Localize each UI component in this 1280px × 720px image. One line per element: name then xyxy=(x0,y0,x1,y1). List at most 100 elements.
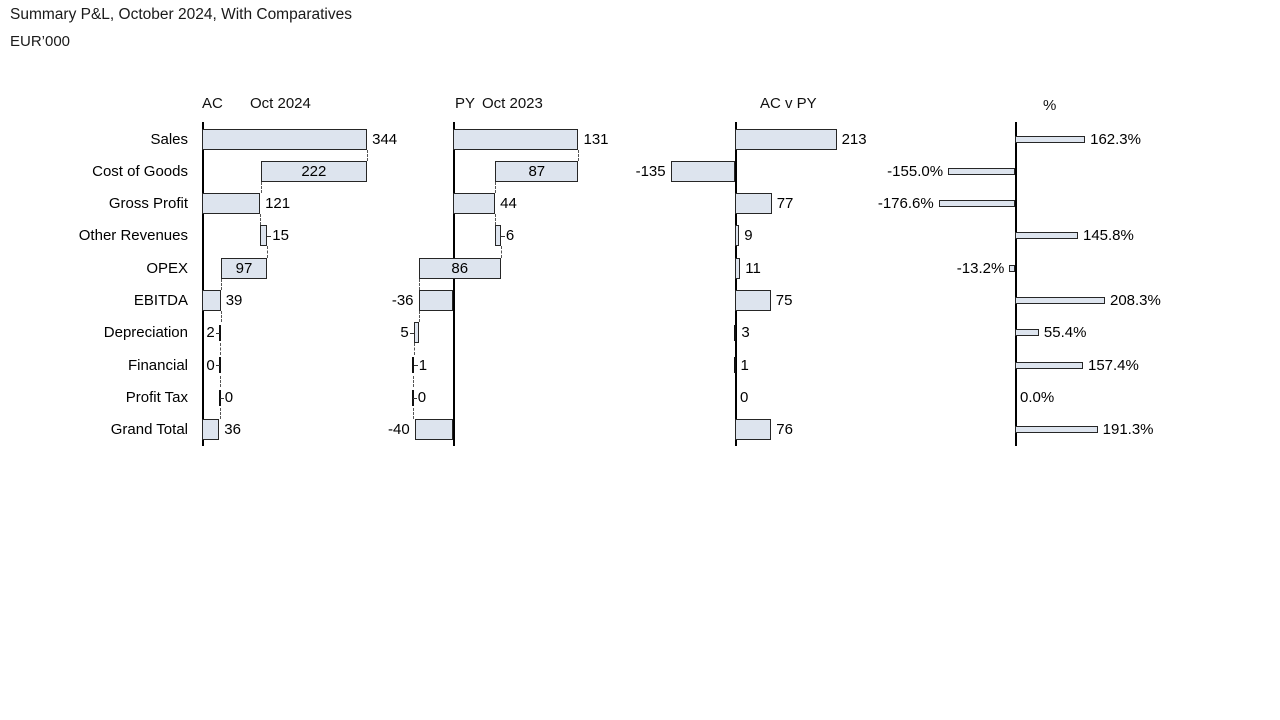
row-label-gross-profit: Gross Profit xyxy=(108,195,188,213)
bar-variance-pct-other-revenues xyxy=(1015,232,1078,240)
panel-header-variance-pct: % xyxy=(1043,97,1057,114)
label-leader xyxy=(219,397,224,399)
value-label-variance-pct-ebitda: 208.3% xyxy=(1109,292,1161,310)
bar-variance-sales xyxy=(735,128,837,150)
waterfall-connector xyxy=(219,343,221,355)
value-label-ac-cost-of-goods: 222 xyxy=(301,162,327,180)
value-label-variance-pct-opex: -13.2% xyxy=(956,259,1005,277)
bar-py-financial xyxy=(411,357,414,374)
bar-py-other-revenues xyxy=(495,225,501,247)
label-leader xyxy=(500,235,505,237)
row-label-opex: OPEX xyxy=(146,259,188,277)
waterfall-connector xyxy=(219,408,221,420)
value-label-py-sales: 131 xyxy=(583,130,609,148)
bar-variance-financial xyxy=(734,357,736,374)
bar-variance-pct-cost-of-goods xyxy=(948,167,1015,175)
value-label-ac-grand-total: 36 xyxy=(224,421,241,439)
bar-py-opex xyxy=(418,257,501,279)
row-label-financial: Financial xyxy=(127,356,188,374)
waterfall-connector xyxy=(367,149,369,161)
waterfall-connector xyxy=(260,214,262,226)
value-label-variance-pct-cost-of-goods: -155.0% xyxy=(887,162,944,180)
bar-py-ebitda xyxy=(418,290,453,312)
value-label-py-profit-tax: 0 xyxy=(417,389,427,407)
bar-py-depreciation xyxy=(413,322,419,344)
value-label-variance-ebitda: 75 xyxy=(775,292,793,310)
report-subtitle: EUR’000 xyxy=(10,33,71,50)
row-label-depreciation: Depreciation xyxy=(103,324,188,342)
value-label-variance-pct-profit-tax: 0.0% xyxy=(1020,389,1055,407)
bar-ac-gross-profit xyxy=(202,193,261,215)
value-label-ac-depreciation: 2 xyxy=(206,324,215,342)
label-leader xyxy=(409,332,414,334)
waterfall-connector xyxy=(412,408,414,420)
waterfall-connector xyxy=(219,375,221,388)
panel-axis-variance-pct xyxy=(1015,122,1017,446)
waterfall-connector xyxy=(578,149,580,161)
value-label-variance-grand-total: 76 xyxy=(776,421,793,439)
panel-axis-ac xyxy=(202,122,204,446)
value-label-variance-depreciation: 3 xyxy=(741,324,750,342)
value-label-variance-other-revenues: 9 xyxy=(744,227,753,245)
value-label-variance-pct-gross-profit: -176.6% xyxy=(877,195,934,213)
waterfall-connector xyxy=(412,375,414,388)
value-label-py-gross-profit: 44 xyxy=(500,195,517,213)
value-label-variance-gross-profit: 77 xyxy=(776,195,794,213)
row-label-profit-tax: Profit Tax xyxy=(125,389,188,407)
value-label-variance-pct-other-revenues: 145.8% xyxy=(1082,227,1134,245)
bar-ac-cost-of-goods xyxy=(260,160,368,182)
label-leader xyxy=(413,365,418,367)
panel-header-py: Oct 2023 xyxy=(482,95,543,112)
value-label-variance-cost-of-goods: -135 xyxy=(635,162,666,180)
value-label-variance-pct-depreciation: 55.4% xyxy=(1043,324,1087,342)
value-label-variance-pct-grand-total: 191.3% xyxy=(1102,421,1154,439)
value-label-ac-profit-tax: 0 xyxy=(224,389,234,407)
bar-ac-sales xyxy=(202,128,368,150)
bar-ac-ebitda xyxy=(202,290,221,312)
value-label-ac-opex: 97 xyxy=(235,259,253,277)
row-label-sales: Sales xyxy=(150,130,188,148)
label-leader xyxy=(215,365,220,367)
bar-variance-cost-of-goods xyxy=(670,160,735,182)
panel-axis-variance xyxy=(735,122,737,446)
label-leader xyxy=(215,332,220,334)
bar-variance-opex xyxy=(735,257,741,279)
bar-variance-pct-sales xyxy=(1015,135,1086,143)
bar-ac-grand-total xyxy=(202,419,220,441)
value-label-ac-financial: 0 xyxy=(206,356,215,374)
value-label-py-ebitda: -36 xyxy=(391,292,414,310)
bar-ac-other-revenues xyxy=(260,225,268,247)
panel-header-variance: AC v PY xyxy=(760,95,817,112)
value-label-ac-ebitda: 39 xyxy=(225,292,243,310)
waterfall-connector xyxy=(495,214,497,226)
value-label-py-cost-of-goods: 87 xyxy=(528,162,546,180)
bar-variance-pct-depreciation xyxy=(1015,329,1039,337)
bar-variance-gross-profit xyxy=(735,193,772,215)
bar-py-cost-of-goods xyxy=(495,160,579,182)
waterfall-connector xyxy=(220,278,222,291)
bar-ac-opex xyxy=(220,257,268,279)
value-label-py-grand-total: -40 xyxy=(388,421,410,439)
bar-variance-pct-opex xyxy=(1009,264,1015,272)
waterfall-connector xyxy=(418,278,420,291)
waterfall-connector xyxy=(418,311,420,323)
value-label-variance-sales: 213 xyxy=(841,130,867,148)
bar-ac-financial xyxy=(218,357,221,374)
label-leader xyxy=(267,235,272,237)
bar-py-gross-profit xyxy=(453,193,496,215)
row-label-grand-total: Grand Total xyxy=(110,421,188,439)
value-label-py-opex: 86 xyxy=(451,259,469,277)
value-label-variance-profit-tax: 0 xyxy=(740,389,749,407)
label-leader xyxy=(412,397,417,399)
value-label-variance-pct-sales: 162.3% xyxy=(1090,130,1141,148)
value-label-py-other-revenues: 6 xyxy=(505,227,515,245)
row-label-ebitda: EBITDA xyxy=(133,292,188,310)
value-label-ac-gross-profit: 121 xyxy=(265,195,291,213)
waterfall-connector xyxy=(495,181,497,194)
waterfall-connector xyxy=(413,343,415,355)
bar-py-grand-total xyxy=(414,419,453,441)
value-label-py-depreciation: 5 xyxy=(400,324,409,342)
value-label-variance-financial: 1 xyxy=(740,356,749,374)
value-label-variance-pct-financial: 157.4% xyxy=(1087,356,1139,374)
